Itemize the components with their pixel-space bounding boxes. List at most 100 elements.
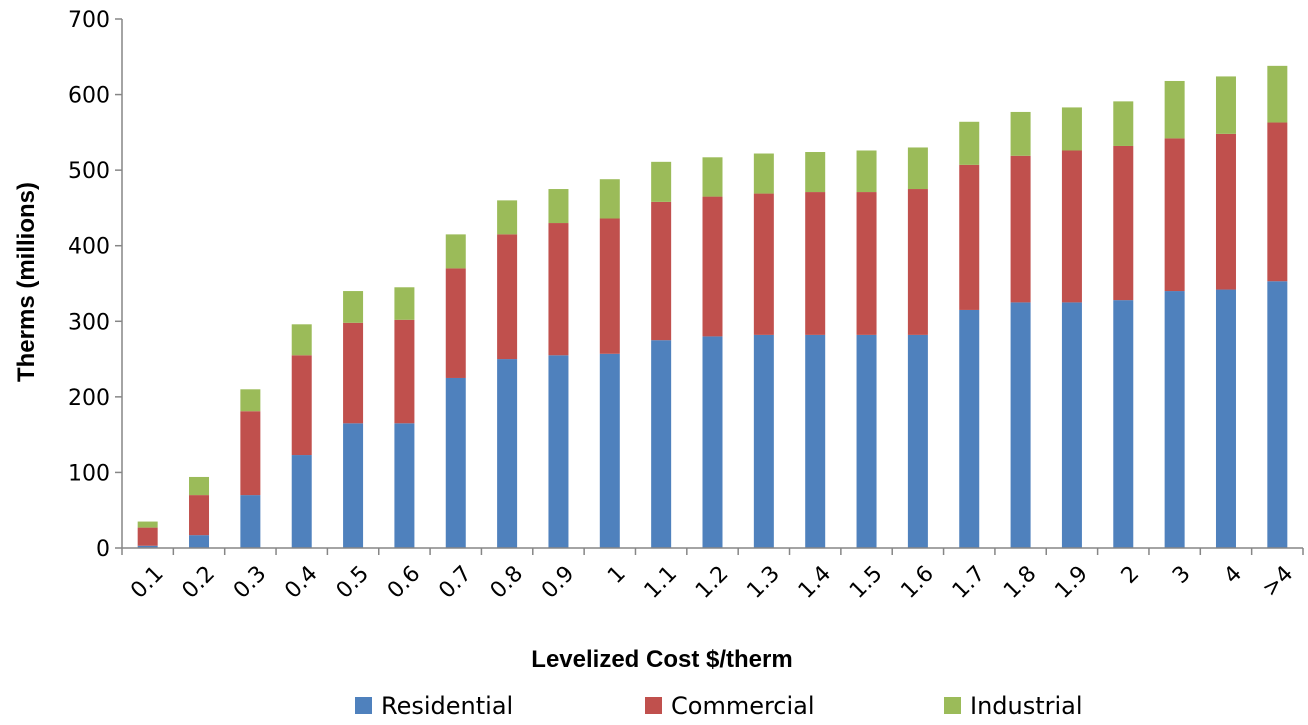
- bar-residential-6: [394, 423, 415, 548]
- bar-residential-8: [497, 359, 518, 548]
- bar-residential-1: [137, 545, 158, 548]
- bar-industrial-17: [959, 121, 980, 165]
- bar-industrial-14: [805, 152, 826, 193]
- bar-commercial-14: [805, 192, 826, 335]
- bar-residential-22: [1215, 289, 1236, 548]
- y-tick-label-300: 300: [68, 310, 110, 335]
- bar-residential-18: [1010, 302, 1031, 548]
- bar-industrial-7: [445, 234, 466, 269]
- bar-industrial-4: [291, 324, 312, 356]
- bar-commercial-12: [702, 196, 723, 337]
- bar-commercial-16: [907, 189, 928, 335]
- x-tick-label-11: 1.1: [640, 561, 682, 603]
- y-tick-labels: 0 100 200 300 400 500 600 700: [68, 8, 110, 562]
- bar-commercial-1: [137, 527, 158, 546]
- bar-commercial-21: [1164, 138, 1185, 292]
- bar-commercial-22: [1215, 133, 1236, 290]
- bar-residential-23: [1267, 281, 1288, 548]
- bar-industrial-21: [1164, 80, 1185, 139]
- bar-commercial-17: [959, 164, 980, 310]
- x-tick-label-20: 2: [1117, 561, 1145, 589]
- bar-commercial-4: [291, 355, 312, 456]
- y-tick-label-500: 500: [68, 159, 110, 184]
- y-axis-title: Therms (millions): [13, 182, 40, 382]
- x-tick-label-23: >4: [1258, 561, 1299, 602]
- bar-residential-21: [1164, 291, 1185, 548]
- x-tick-label-1: 0.1: [126, 561, 168, 603]
- bar-residential-19: [1061, 302, 1082, 548]
- legend-swatch-residential: [355, 697, 372, 714]
- bar-industrial-22: [1215, 76, 1236, 134]
- bar-residential-13: [753, 334, 774, 548]
- legend-swatch-industrial: [944, 697, 961, 714]
- x-tick-label-18: 1.8: [999, 561, 1041, 603]
- x-tick-label-21: 3: [1168, 561, 1196, 589]
- legend-swatch-commercial: [645, 697, 662, 714]
- bar-commercial-18: [1010, 155, 1031, 303]
- x-tick-labels: 0.1 0.2 0.3 0.4 0.5 0.6 0.7 0.8 0.9 1 1.1 1.2 1.3 1.4…: [126, 561, 1298, 603]
- x-tick-label-3: 0.3: [229, 561, 271, 603]
- bar-residential-11: [651, 340, 672, 548]
- bar-commercial-5: [343, 322, 364, 424]
- bar-industrial-3: [240, 389, 261, 412]
- y-tick-label-100: 100: [68, 461, 110, 486]
- bar-residential-5: [343, 423, 364, 548]
- bar-residential-20: [1113, 300, 1134, 548]
- x-tick-label-13: 1.3: [742, 561, 784, 603]
- bar-industrial-18: [1010, 111, 1031, 156]
- bar-commercial-20: [1113, 145, 1134, 301]
- bar-residential-2: [189, 535, 210, 548]
- x-tick-label-19: 1.9: [1051, 561, 1093, 603]
- x-tick-label-9: 0.9: [537, 561, 579, 603]
- bar-commercial-19: [1061, 150, 1082, 303]
- y-tick-label-0: 0: [96, 537, 110, 562]
- bar-industrial-5: [343, 291, 364, 323]
- x-tick-label-2: 0.2: [178, 561, 220, 603]
- bar-industrial-19: [1061, 107, 1082, 151]
- bar-commercial-23: [1267, 122, 1288, 282]
- x-tick-label-17: 1.7: [948, 561, 990, 603]
- y-tick-label-600: 600: [68, 84, 110, 109]
- bar-industrial-11: [651, 161, 672, 202]
- bar-residential-15: [856, 334, 877, 548]
- bar-commercial-9: [548, 223, 569, 356]
- x-tick-label-22: 4: [1219, 561, 1247, 589]
- bar-commercial-10: [599, 218, 620, 354]
- bar-residential-10: [599, 353, 620, 548]
- x-tick-label-12: 1.2: [691, 561, 733, 603]
- bar-commercial-7: [445, 268, 466, 378]
- bar-residential-12: [702, 336, 723, 548]
- x-tick-label-15: 1.5: [845, 561, 887, 603]
- bar-industrial-23: [1267, 65, 1288, 123]
- bar-commercial-3: [240, 411, 261, 496]
- bar-commercial-11: [651, 201, 672, 341]
- bar-industrial-20: [1113, 101, 1134, 146]
- bar-residential-7: [445, 377, 466, 548]
- bar-industrial-6: [394, 287, 415, 320]
- bar-industrial-10: [599, 179, 620, 219]
- bar-industrial-9: [548, 189, 569, 224]
- bar-industrial-15: [856, 150, 877, 193]
- x-tick-label-7: 0.7: [434, 561, 476, 603]
- x-tick-label-5: 0.5: [332, 561, 374, 603]
- bar-commercial-2: [189, 495, 210, 536]
- legend-item-residential: Residential: [355, 692, 513, 720]
- bars-layer: [137, 65, 1288, 548]
- bar-industrial-8: [497, 200, 518, 235]
- legend-label-commercial: Commercial: [671, 692, 815, 720]
- bar-industrial-12: [702, 157, 723, 197]
- y-tick-label-200: 200: [68, 386, 110, 411]
- bar-residential-3: [240, 495, 261, 548]
- x-axis-title: Levelized Cost $/therm: [531, 646, 792, 673]
- legend: Residential Commercial Industrial: [355, 692, 1083, 720]
- bar-commercial-15: [856, 192, 877, 335]
- bar-residential-9: [548, 355, 569, 548]
- x-tick-label-16: 1.6: [896, 561, 938, 603]
- axes-layer: [115, 18, 1304, 555]
- bar-residential-17: [959, 309, 980, 548]
- x-tick-label-4: 0.4: [280, 561, 322, 603]
- legend-label-industrial: Industrial: [970, 692, 1083, 720]
- x-tick-label-10: 1: [603, 561, 631, 589]
- bar-residential-14: [805, 334, 826, 548]
